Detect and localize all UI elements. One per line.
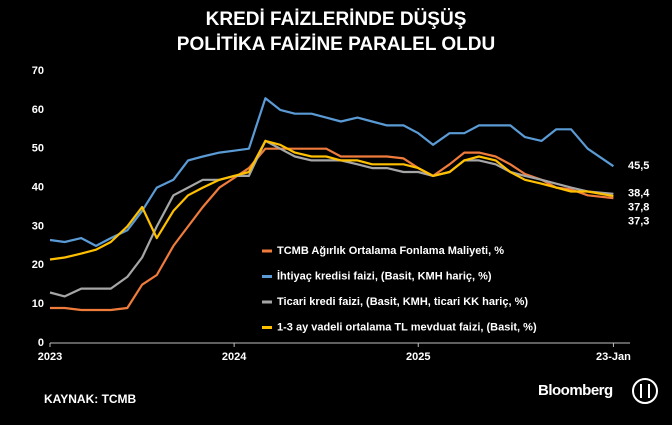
legend-label: 1-3 ay vadeli ortalama TL mevduat faizi,… <box>277 321 537 333</box>
y-tick-label: 0 <box>38 337 44 349</box>
y-tick-label: 40 <box>32 181 44 193</box>
series-line <box>49 97 615 247</box>
brand-icon <box>632 378 658 404</box>
end-label: 45,5 <box>628 160 649 172</box>
legend-label: TCMB Ağırlık Ortalama Fonlama Maliyeti, … <box>277 245 504 257</box>
legend-label: İhtiyaç kredisi faizi, (Basit, KMH hariç… <box>277 269 492 282</box>
x-tick-label: 2024 <box>222 351 247 363</box>
y-tick-label: 50 <box>32 143 44 155</box>
y-tick-label: 60 <box>32 104 44 116</box>
series-line <box>49 139 614 261</box>
y-tick-label: 10 <box>32 298 44 310</box>
y-tick-label: 70 <box>32 65 44 77</box>
source: KAYNAK: TCMB <box>44 392 137 406</box>
brand: Bloomberg <box>538 382 613 399</box>
y-tick-label: 30 <box>32 220 44 232</box>
end-label: 38,4 <box>628 188 650 200</box>
legend-label: Ticari kredi faizi, (Basit, KMH, ticari … <box>277 296 528 308</box>
end-label: 37,3 <box>628 216 649 228</box>
x-tick-label: 2025 <box>406 351 430 363</box>
x-tick-label: 2023 <box>38 351 62 363</box>
y-tick-label: 20 <box>32 259 44 271</box>
end-label: 37,8 <box>628 202 649 214</box>
x-tick-label: 23-Jan <box>596 351 631 363</box>
chart-title: KREDİ FAİZLERİNDE DÜŞÜŞ <box>206 9 467 30</box>
series-line <box>50 147 614 312</box>
chart-title: POLİTİKA FAİZİNE PARALEL OLDU <box>177 34 495 55</box>
